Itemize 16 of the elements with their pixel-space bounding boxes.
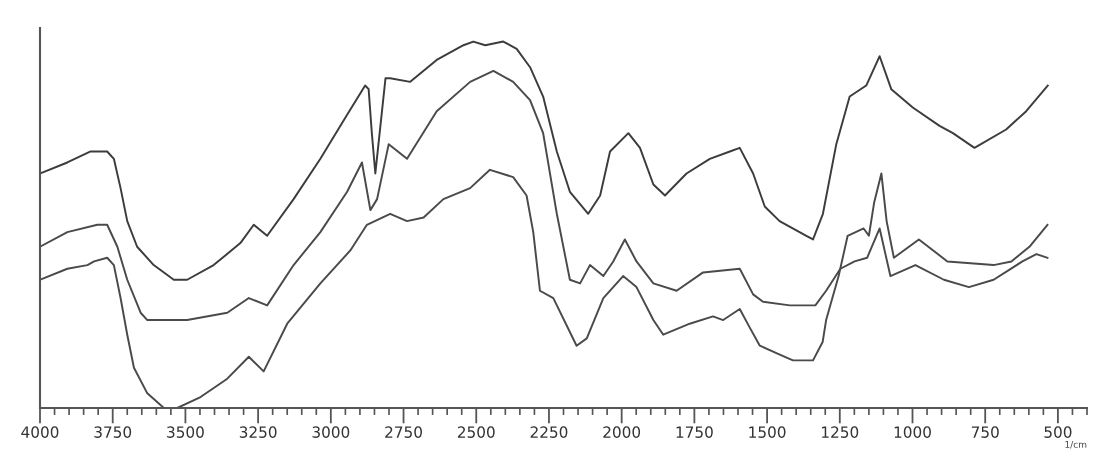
x-axis-title: 1/cm (1065, 441, 1087, 449)
x-tick-label: 3750 (94, 426, 132, 438)
x-tick-label: 500 (1044, 426, 1072, 438)
x-tick-label: 2250 (530, 426, 568, 438)
x-tick-label: 3000 (312, 426, 350, 438)
x-tick-label: 4000 (21, 426, 59, 438)
x-tick-label: 1500 (749, 426, 786, 438)
x-tick-label: 3500 (167, 426, 204, 438)
x-tick-label: 1000 (894, 426, 931, 438)
x-tick-label: 1250 (822, 426, 859, 438)
x-tick-label: 750 (971, 426, 999, 438)
x-tick-label: 2750 (385, 426, 422, 438)
x-tick-label: 2500 (457, 426, 495, 438)
x-tick-label: 2000 (603, 426, 641, 438)
x-tick-label: 1750 (676, 426, 713, 438)
x-tick-label: 3250 (239, 426, 277, 438)
